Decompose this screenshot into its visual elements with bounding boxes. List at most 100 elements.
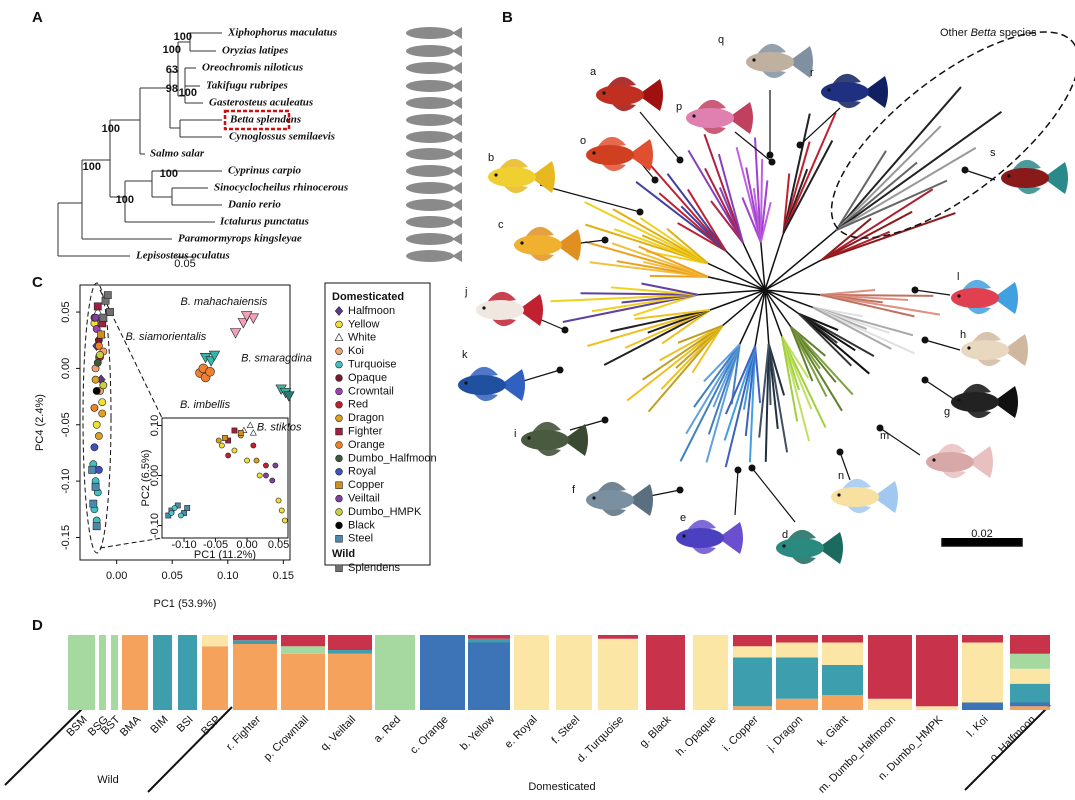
branch <box>759 180 769 243</box>
branch <box>710 200 744 244</box>
branch <box>764 289 770 344</box>
fish-eye <box>967 346 971 350</box>
admixture-segment <box>822 635 863 643</box>
species-label: Betta splendens <box>229 114 301 126</box>
branch <box>661 309 711 345</box>
point <box>275 497 282 504</box>
clade-label: n <box>838 470 844 482</box>
species-label: Xiphophorus maculatus <box>227 27 337 39</box>
category-label: BSI <box>175 714 196 735</box>
legend-title: Domesticated <box>332 291 404 303</box>
admixture-segment <box>556 635 592 710</box>
tree-a <box>57 32 291 258</box>
fish-body <box>961 340 1009 360</box>
leader-line <box>539 184 641 213</box>
y-tick-label: 0.05 <box>60 301 72 322</box>
fish-body <box>596 85 644 105</box>
point <box>208 350 221 362</box>
point <box>249 429 257 436</box>
legend-entry: Fighter <box>348 426 383 438</box>
branch <box>647 325 724 413</box>
fish-silhouette <box>406 199 454 211</box>
fish-fin <box>788 46 813 78</box>
branch <box>687 149 744 243</box>
leader-dot <box>556 366 564 374</box>
legend-entry: Splendens <box>348 562 400 574</box>
branch <box>705 344 741 463</box>
leader-dot <box>748 464 756 472</box>
category-label: e. Royal <box>503 714 540 751</box>
legend-marker <box>335 521 343 530</box>
leader-dot <box>676 486 684 494</box>
leader-dot <box>921 376 929 384</box>
leader-line <box>734 131 773 163</box>
clade-label: j <box>464 286 467 298</box>
branch <box>789 326 843 412</box>
bootstrap-value: 100 <box>179 87 197 99</box>
clade-label: q <box>718 34 724 46</box>
category-label: m. Dumbo_Halfmoon <box>816 714 898 796</box>
fish-body <box>831 487 879 507</box>
bootstrap-value: 63 <box>166 64 178 76</box>
fish-eye <box>682 534 686 538</box>
species-label: Takifugu rubripes <box>206 80 288 92</box>
y-tick-label: -0.15 <box>60 525 72 550</box>
clade-label: e <box>680 512 686 524</box>
branch <box>641 282 698 296</box>
admixture-segment <box>153 635 172 710</box>
branch <box>687 188 727 252</box>
clade-label: d <box>782 529 788 541</box>
branch <box>677 324 723 344</box>
legend-marker <box>335 564 343 572</box>
point <box>99 381 108 390</box>
scale-label: 0.05 <box>174 258 195 270</box>
category-label: l. Koi <box>965 714 991 740</box>
leader-dot <box>961 166 969 174</box>
fish-silhouette <box>406 165 454 177</box>
branch <box>798 313 870 375</box>
point <box>283 391 295 402</box>
fish-body <box>488 167 536 187</box>
point <box>269 477 276 484</box>
legend-marker <box>335 494 343 503</box>
admixture-segment <box>328 635 372 650</box>
clade-label: l <box>957 271 959 283</box>
point <box>103 291 112 300</box>
point <box>91 375 100 384</box>
fish-body <box>1001 168 1049 188</box>
fish-silhouette <box>406 182 454 194</box>
branch <box>635 180 727 252</box>
legend-entry: White <box>348 332 376 344</box>
legend-marker <box>335 468 343 476</box>
point <box>253 457 260 464</box>
branch <box>764 343 770 462</box>
fish-fin <box>1043 162 1068 194</box>
branch <box>835 150 887 231</box>
fish-fin <box>728 102 753 134</box>
admixture-segment <box>328 650 372 654</box>
clade-label: p <box>676 101 682 113</box>
leader-line <box>569 419 606 431</box>
point <box>205 366 215 377</box>
branch <box>677 222 727 252</box>
point <box>244 457 250 464</box>
admixture-segment <box>822 665 863 695</box>
branch <box>724 345 757 468</box>
point <box>93 302 102 311</box>
admixture-segment <box>598 638 638 710</box>
branch <box>820 293 915 318</box>
point <box>215 437 222 444</box>
fish-eye <box>520 241 524 245</box>
branch <box>633 293 698 317</box>
fish-tail <box>452 250 462 262</box>
y-axis-label: PC2 (6.5%) <box>140 450 152 507</box>
point <box>256 472 263 479</box>
branch <box>764 289 792 328</box>
fish-fin <box>500 369 525 401</box>
clade-label: m <box>880 430 889 442</box>
admixture-segment <box>233 640 277 644</box>
branch <box>835 125 942 231</box>
branch <box>780 336 811 442</box>
branch <box>658 192 727 252</box>
